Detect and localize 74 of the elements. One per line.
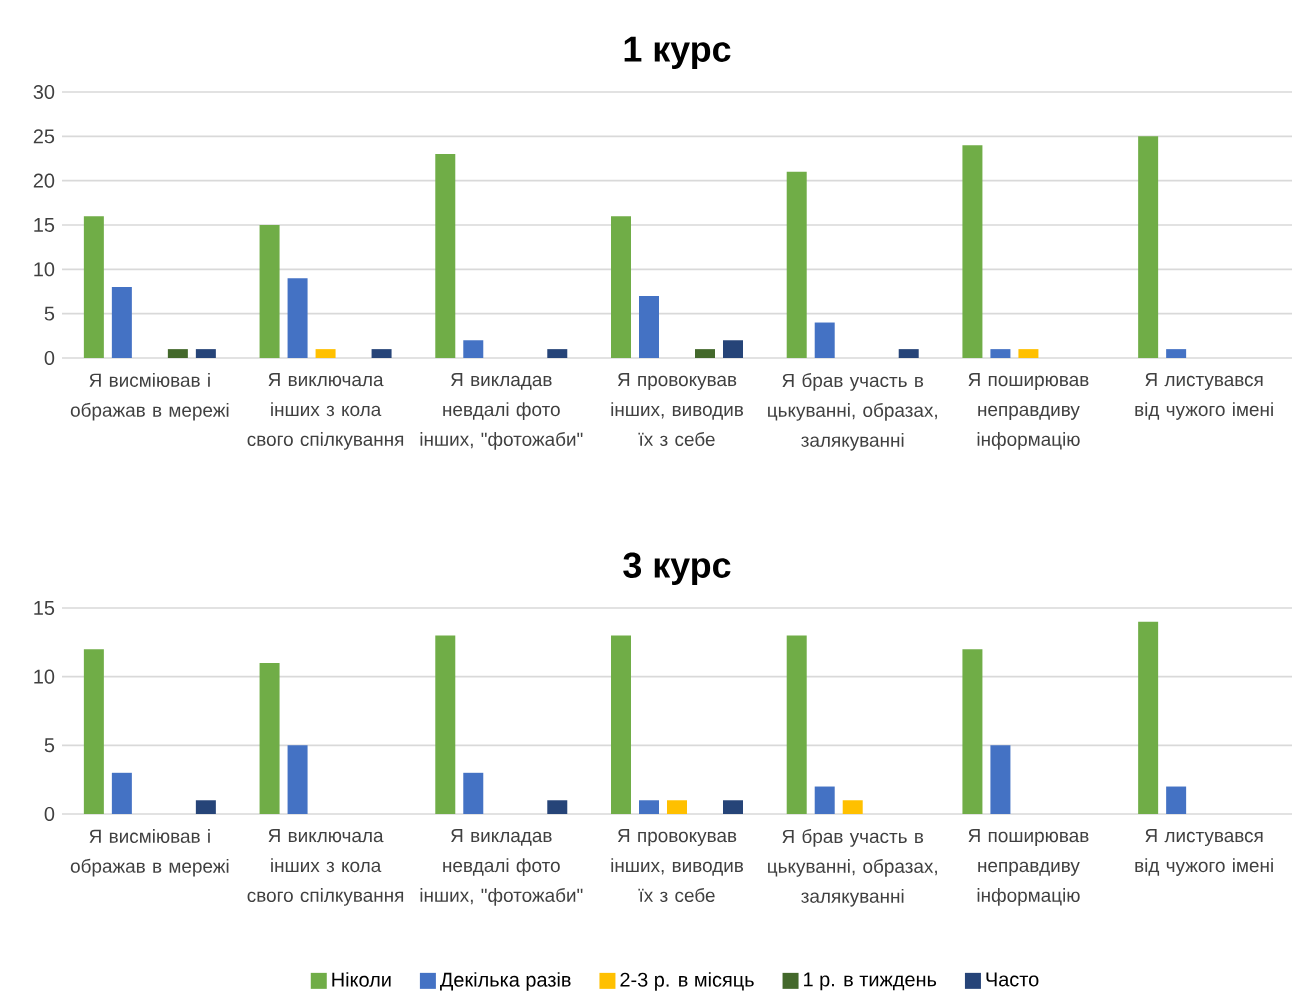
bar (83, 216, 104, 358)
bar (1018, 349, 1039, 358)
bar (259, 224, 280, 358)
bar (111, 287, 132, 358)
bar (195, 349, 216, 358)
legend-label: 1 р. в тиждень (804, 972, 937, 991)
bar (547, 800, 568, 814)
bar (611, 635, 631, 814)
bar (695, 349, 715, 358)
bar (463, 772, 484, 814)
bar (898, 349, 919, 358)
bar (723, 800, 743, 814)
y-tick-label: 10 (34, 669, 55, 684)
bar (962, 145, 983, 358)
y-tick-label: 20 (33, 173, 55, 188)
bar (786, 171, 807, 358)
bar (435, 635, 456, 814)
chart-title: 1 курс (624, 36, 731, 69)
x-tick-label: Я викладав невдалі фото інших, "фотожаби" (420, 829, 583, 906)
y-tick-label: 30 (33, 84, 55, 100)
bar (435, 154, 456, 358)
y-tick-label: 0 (44, 350, 55, 366)
x-tick-label: Я провокував інших, виводив їх з себе (611, 829, 744, 903)
bar (371, 349, 392, 358)
bar (1138, 621, 1159, 814)
y-tick-label: 15 (34, 218, 55, 232)
bar (111, 772, 132, 814)
y-tick-label: 15 (34, 601, 55, 615)
x-tick-label: Я виключала інших з кола свого спілкування (247, 829, 404, 906)
chart-title: 3 курс (623, 552, 731, 585)
bar (1166, 786, 1187, 814)
bar (195, 800, 216, 814)
y-tick-label: 5 (44, 738, 55, 753)
bar (814, 322, 835, 358)
bar (1138, 136, 1159, 358)
x-tick-label: Я поширював неправдиву інформацію (968, 829, 1089, 906)
x-tick-label: Я виключала інших з кола свого спілкування (247, 373, 404, 450)
bar (639, 800, 659, 814)
bar (639, 295, 659, 358)
x-tick-label: Я брав участь в цькуванні, образах, залякуванні (768, 373, 937, 451)
bar (723, 340, 743, 358)
x-tick-label: Я листувався від чужого імені (1135, 829, 1273, 876)
bar (990, 745, 1011, 814)
x-tick-label: Я брав участь в цькуванні, образах, залякуванні (768, 829, 937, 907)
bar (962, 649, 983, 814)
x-tick-label: Я провокував інших, виводив їх з себе (611, 373, 744, 447)
x-tick-label: Я поширював неправдиву інформацію (968, 373, 1089, 450)
y-tick-label: 10 (34, 262, 55, 277)
bar (287, 278, 308, 358)
legend-label: 2-3 р. в місяць (620, 972, 754, 991)
x-tick-label: Я листувався від чужого імені (1135, 373, 1273, 420)
legend-label: Ніколи (332, 972, 391, 987)
y-tick-label: 5 (44, 306, 55, 321)
bar (990, 349, 1011, 358)
bar (842, 800, 863, 814)
bar (83, 649, 104, 814)
bar (667, 800, 687, 814)
legend-label: Декілька разів (440, 972, 571, 991)
x-tick-label: Я висміював і ображав в мережі (70, 829, 229, 877)
bar (259, 662, 280, 814)
x-tick-label: Я висміював і ображав в мережі (70, 373, 229, 421)
legend-label: Часто (986, 972, 1039, 987)
x-tick-label: Я викладав невдалі фото інших, "фотожаби" (420, 373, 583, 450)
bar (814, 786, 835, 814)
y-tick-label: 0 (44, 806, 55, 822)
bar (167, 349, 188, 358)
bar (463, 340, 484, 358)
bar (786, 635, 807, 814)
bar (1166, 349, 1187, 358)
bar (611, 216, 631, 358)
bar (287, 745, 308, 814)
y-tick-label: 25 (33, 129, 55, 144)
bar (315, 349, 336, 358)
bar (547, 349, 568, 358)
